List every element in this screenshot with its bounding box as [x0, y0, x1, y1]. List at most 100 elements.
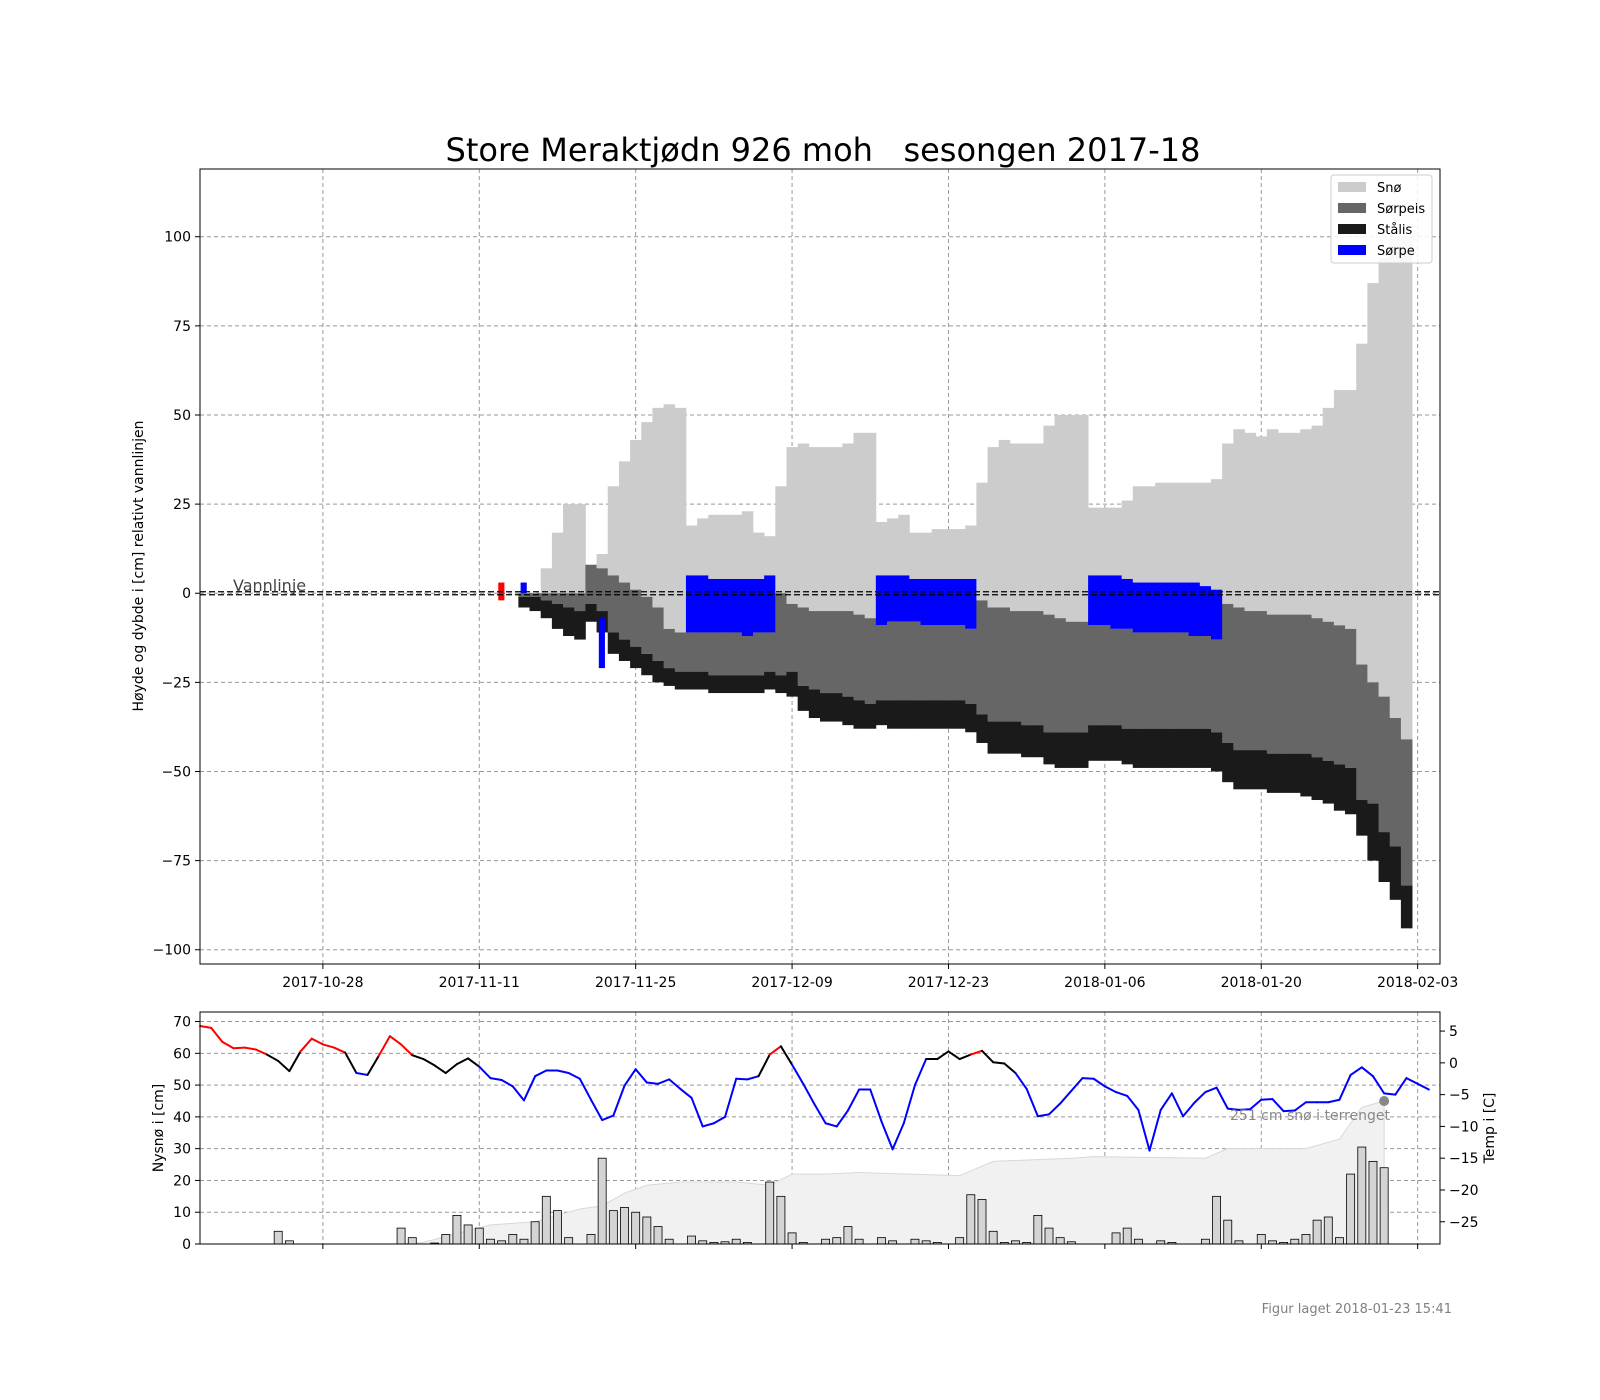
- temperature-segment: [701, 1122, 715, 1128]
- sorpeis-bar: [1054, 618, 1067, 733]
- temperature-segment: [1070, 1077, 1084, 1092]
- stalis-bar: [618, 639, 631, 661]
- sorpe-bar: [1099, 575, 1111, 626]
- temperature-segment: [746, 1075, 760, 1081]
- stalis-bar: [1210, 732, 1223, 772]
- sorpe-bar: [708, 578, 720, 633]
- terrain-snow-marker: [1379, 1095, 1390, 1106]
- new-snow-bar: [1133, 1238, 1143, 1245]
- new-snow-bar: [396, 1227, 406, 1245]
- sno-bar: [1099, 507, 1111, 576]
- sno-bar: [1300, 429, 1312, 615]
- weather-y-tick-label: 20: [173, 1173, 191, 1189]
- sorpeis-bar: [864, 618, 877, 704]
- sorpeis-bar: [1311, 618, 1324, 758]
- sorpeis-bar: [1389, 718, 1402, 847]
- temperature-segment: [1115, 1091, 1129, 1097]
- temperature-segment: [1282, 1109, 1296, 1113]
- chart-title: Store Meraktjødn 926 moh sesongen 2017-1…: [446, 131, 1201, 169]
- new-snow-bar: [273, 1230, 283, 1245]
- sorpeis-bar: [741, 636, 754, 676]
- temperature-segment: [366, 1054, 380, 1076]
- temperature-segment: [802, 1082, 816, 1106]
- new-snow-bar: [977, 1199, 987, 1245]
- sorpeis-bar: [1043, 614, 1055, 733]
- temperature-segment: [601, 1114, 615, 1122]
- main-x-tick-label: 2017-11-11: [439, 975, 520, 991]
- sorpeis-bar: [630, 589, 642, 647]
- new-snow-bar: [843, 1226, 853, 1245]
- sorpe-bar: [1088, 575, 1100, 626]
- stalis-bar: [652, 660, 665, 683]
- weather-y-tick-label: 70: [173, 1015, 191, 1031]
- sorpeis-bar: [1188, 636, 1201, 729]
- sorpeis-bar: [1356, 664, 1368, 801]
- temperature-segment: [1204, 1086, 1218, 1094]
- sno-bar: [797, 443, 810, 608]
- terrain-annotation: 251 cm snø i terrenget: [1230, 1108, 1391, 1124]
- sorpe-bar: [887, 575, 899, 622]
- main-plot-frame: [199, 168, 1441, 965]
- new-snow-bar: [642, 1216, 652, 1245]
- sno-bar: [1289, 432, 1301, 615]
- terrain-snow-area: [401, 1100, 1385, 1245]
- sorpeis-bar: [786, 603, 799, 672]
- temperature-segment: [634, 1068, 648, 1084]
- sorpeis-bar: [1099, 625, 1111, 726]
- sno-bar: [540, 568, 553, 594]
- sno-bar: [1345, 390, 1357, 629]
- temperature-segment: [1103, 1085, 1118, 1094]
- stalis-bar: [1222, 742, 1234, 783]
- stalis-bar: [909, 700, 921, 729]
- main-y-axis: −100 −75 −50 −25 0 25 50 75 100: [153, 230, 200, 959]
- temperature-segment: [578, 1077, 592, 1101]
- temperature-segment: [1260, 1098, 1274, 1101]
- stalis-bar: [1121, 728, 1134, 765]
- new-snow-bar: [664, 1238, 674, 1245]
- sorpeis-bar: [1065, 621, 1078, 733]
- weather-y-tick-label: 10: [173, 1205, 191, 1221]
- stalis-bar: [1400, 885, 1413, 929]
- temperature-segment: [455, 1057, 470, 1066]
- main-y-tick-label: 50: [173, 408, 191, 424]
- stalis-bar: [831, 693, 843, 722]
- stalis-bar: [931, 700, 944, 729]
- temperature-segment: [254, 1048, 269, 1056]
- temperature-segment: [210, 1026, 224, 1043]
- sno-bar: [1088, 507, 1100, 576]
- legend-label-sorpeis: Sørpeis: [1377, 202, 1425, 217]
- new-snow-bar: [1357, 1146, 1367, 1245]
- sorpe-bar: [697, 575, 709, 633]
- temperature-segment: [645, 1081, 660, 1085]
- temperature-segment: [1226, 1107, 1240, 1111]
- stalis-bar: [920, 700, 933, 729]
- sno-bar: [1233, 429, 1245, 608]
- temperature-segment: [556, 1069, 570, 1075]
- new-snow-bar: [1055, 1237, 1065, 1245]
- main-x-tick-label: 2018-01-20: [1221, 975, 1302, 991]
- sorpeis-bar: [1132, 632, 1145, 729]
- temperature-segment: [791, 1063, 805, 1085]
- temperature-segment: [1003, 1062, 1017, 1075]
- sorpeis-bar: [674, 632, 687, 672]
- sorpeis-bar: [1143, 632, 1156, 729]
- stalis-bar: [540, 600, 553, 619]
- new-snow-bar: [832, 1237, 842, 1245]
- stalis-bar: [1032, 725, 1044, 758]
- temperature-segment: [724, 1077, 738, 1118]
- temperature-segment: [433, 1064, 447, 1075]
- new-snow-bar: [586, 1234, 596, 1245]
- sorpe-bar: [764, 575, 776, 633]
- main-x-tick-label: 2017-11-25: [595, 975, 676, 991]
- sorpeis-bar: [1076, 621, 1089, 733]
- temperature-segment: [388, 1035, 403, 1046]
- sorpe-bar: [909, 578, 921, 622]
- new-snow-bar: [877, 1237, 886, 1245]
- sorpeis-bar: [954, 625, 966, 701]
- temperature-segment: [980, 1049, 995, 1064]
- stalis-bar: [1255, 750, 1268, 790]
- stalis-bar: [1177, 728, 1190, 768]
- sorpeis-bar: [920, 625, 933, 701]
- sorpeis-bar: [1255, 611, 1268, 751]
